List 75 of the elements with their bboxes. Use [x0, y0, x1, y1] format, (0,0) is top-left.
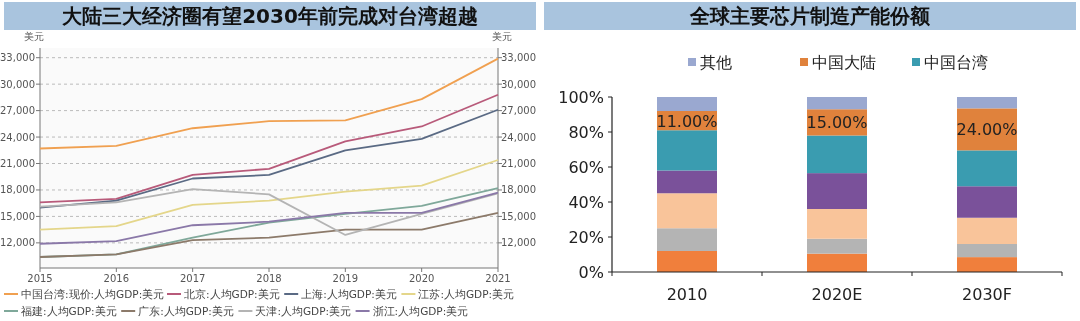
x-tick-label: 2015 — [27, 273, 53, 284]
y2-tick-label: 27,000 — [501, 105, 536, 117]
y-tick-label: 30,000 — [0, 78, 35, 90]
y2-tick-label: 12,000 — [501, 237, 536, 249]
y-tick-label: 20% — [568, 228, 604, 247]
y-tick-label: 18,000 — [0, 184, 35, 196]
x-tick-label: 2018 — [256, 273, 282, 284]
legend-label: 中国大陆 — [812, 53, 876, 72]
bar — [807, 238, 867, 254]
bar — [957, 186, 1017, 218]
x-tick-label: 2021 — [485, 273, 511, 284]
legend-label: 浙江:人均GDP:美元 — [372, 305, 469, 317]
bar — [657, 97, 717, 111]
y-tick-label: 15,000 — [0, 210, 35, 222]
y2-tick-label: 24,000 — [501, 131, 536, 143]
data-label: 11.00% — [656, 111, 718, 131]
bar — [957, 257, 1017, 272]
y-tick-label: 21,000 — [0, 158, 35, 170]
bar — [657, 130, 717, 171]
legend-label: 广东:人均GDP:美元 — [138, 305, 234, 317]
y-tick-label: 12,000 — [0, 237, 35, 249]
bar — [807, 209, 867, 239]
y2-tick-label: 33,000 — [501, 52, 536, 64]
legend-label: 江苏:人均GDP:美元 — [418, 288, 515, 300]
data-label: 24.00% — [956, 120, 1018, 140]
bar — [657, 251, 717, 272]
bar — [957, 217, 1017, 244]
line-series — [39, 57, 499, 150]
legend-label: 天津:人均GDP:美元 — [255, 305, 352, 317]
y-tick-label: 33,000 — [0, 52, 35, 64]
y-tick-label: 0% — [578, 263, 604, 282]
data-label: 15.00% — [806, 113, 868, 133]
x-tick-label: 2020 — [408, 273, 435, 284]
bar — [957, 97, 1017, 109]
x-tick-label: 2030F — [962, 285, 1012, 304]
line-series — [39, 108, 499, 209]
bar — [957, 244, 1017, 258]
legend-label: 北京:人均GDP:美元 — [184, 288, 280, 300]
legend-label: 上海:人均GDP:美元 — [301, 288, 397, 300]
y-tick-label: 24,000 — [0, 131, 35, 143]
x-tick-label: 2019 — [332, 273, 359, 284]
chart-title: 全球主要芯片制造产能份额 — [689, 4, 931, 28]
line-series — [39, 93, 499, 204]
bar — [807, 135, 867, 174]
line-series — [39, 159, 499, 231]
x-tick-label: 2020E — [811, 285, 863, 304]
bar — [657, 170, 717, 194]
bar — [807, 173, 867, 209]
legend-label: 福建:人均GDP:美元 — [21, 305, 117, 317]
line-series — [39, 211, 499, 258]
y-tick-label: 100% — [558, 88, 604, 107]
chart-title: 大陆三大经济圈有望2030年前完成对台湾超越 — [62, 4, 478, 28]
x-tick-label: 2017 — [179, 273, 206, 284]
y-tick-label: 80% — [568, 123, 604, 142]
legend-label: 中国台湾:现价:人均GDP:美元 — [21, 288, 165, 300]
legend-label: 其他 — [700, 53, 732, 72]
bar — [657, 193, 717, 229]
y-tick-label: 27,000 — [0, 105, 35, 117]
y2-tick-label: 15,000 — [501, 210, 536, 222]
bar — [657, 228, 717, 251]
bar — [807, 253, 867, 272]
x-tick-label: 2010 — [666, 285, 708, 304]
y-tick-label: 40% — [568, 193, 604, 212]
y2-tick-label: 18,000 — [501, 184, 536, 196]
line-series — [39, 191, 499, 245]
y-axis-title: 美元 — [24, 31, 44, 42]
bar — [957, 150, 1017, 187]
x-tick-label: 2016 — [103, 273, 130, 284]
y2-axis-title: 美元 — [492, 31, 512, 42]
bar — [807, 97, 867, 110]
line-series — [39, 188, 499, 236]
y-tick-label: 60% — [568, 158, 604, 177]
y2-tick-label: 21,000 — [501, 158, 536, 170]
legend-label: 中国台湾 — [924, 53, 988, 72]
y2-tick-label: 30,000 — [501, 78, 536, 90]
